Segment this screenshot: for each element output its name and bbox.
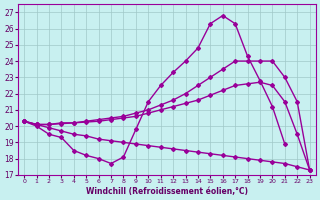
X-axis label: Windchill (Refroidissement éolien,°C): Windchill (Refroidissement éolien,°C) <box>86 187 248 196</box>
